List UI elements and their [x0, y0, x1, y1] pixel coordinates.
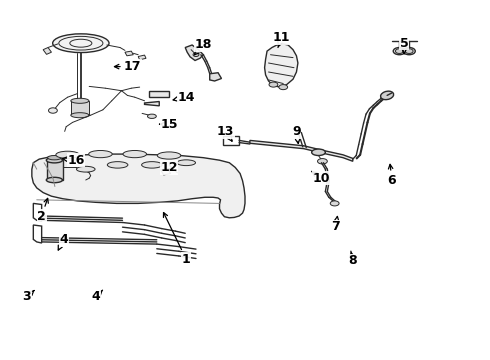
Ellipse shape: [71, 98, 89, 103]
Ellipse shape: [405, 49, 413, 53]
Polygon shape: [265, 44, 298, 87]
Text: 13: 13: [217, 125, 234, 141]
Text: 9: 9: [292, 125, 301, 144]
Ellipse shape: [107, 162, 128, 168]
Polygon shape: [145, 102, 159, 106]
Text: 14: 14: [173, 91, 195, 104]
Ellipse shape: [157, 152, 181, 159]
Text: 15: 15: [160, 118, 178, 131]
Polygon shape: [125, 51, 133, 56]
Text: 12: 12: [160, 161, 178, 174]
Ellipse shape: [49, 108, 57, 113]
Ellipse shape: [330, 201, 339, 206]
Ellipse shape: [123, 150, 147, 158]
Ellipse shape: [89, 150, 112, 158]
Text: 6: 6: [388, 165, 396, 186]
Ellipse shape: [48, 156, 61, 160]
Ellipse shape: [56, 151, 79, 158]
Polygon shape: [250, 140, 353, 161]
Text: 7: 7: [331, 216, 340, 233]
Text: 2: 2: [37, 198, 49, 222]
Polygon shape: [43, 48, 51, 54]
Ellipse shape: [142, 162, 162, 168]
Polygon shape: [161, 168, 171, 175]
Polygon shape: [71, 101, 89, 115]
Text: 17: 17: [115, 60, 141, 73]
Ellipse shape: [193, 53, 199, 57]
Ellipse shape: [279, 85, 288, 90]
Polygon shape: [185, 45, 203, 60]
Text: 4: 4: [91, 290, 102, 303]
Ellipse shape: [318, 158, 327, 164]
Ellipse shape: [71, 113, 89, 118]
Ellipse shape: [46, 177, 63, 183]
Polygon shape: [210, 73, 221, 81]
Polygon shape: [149, 91, 169, 97]
Text: 3: 3: [23, 291, 34, 303]
Ellipse shape: [53, 34, 109, 53]
Ellipse shape: [403, 48, 416, 55]
Ellipse shape: [46, 158, 63, 163]
Text: 4: 4: [58, 233, 68, 250]
Text: 1: 1: [164, 212, 191, 266]
Text: 16: 16: [63, 154, 85, 167]
Ellipse shape: [395, 49, 403, 53]
Ellipse shape: [147, 114, 156, 118]
Ellipse shape: [381, 91, 393, 100]
Ellipse shape: [269, 82, 278, 87]
Polygon shape: [32, 154, 245, 218]
Ellipse shape: [312, 149, 325, 156]
Text: 18: 18: [195, 39, 212, 55]
Text: 11: 11: [273, 31, 291, 48]
Polygon shape: [138, 55, 146, 60]
Ellipse shape: [393, 48, 405, 55]
Ellipse shape: [177, 160, 196, 166]
Text: 10: 10: [312, 171, 330, 185]
Ellipse shape: [76, 166, 95, 172]
Text: 5: 5: [400, 37, 409, 54]
Text: 8: 8: [348, 251, 357, 267]
Polygon shape: [47, 160, 63, 180]
